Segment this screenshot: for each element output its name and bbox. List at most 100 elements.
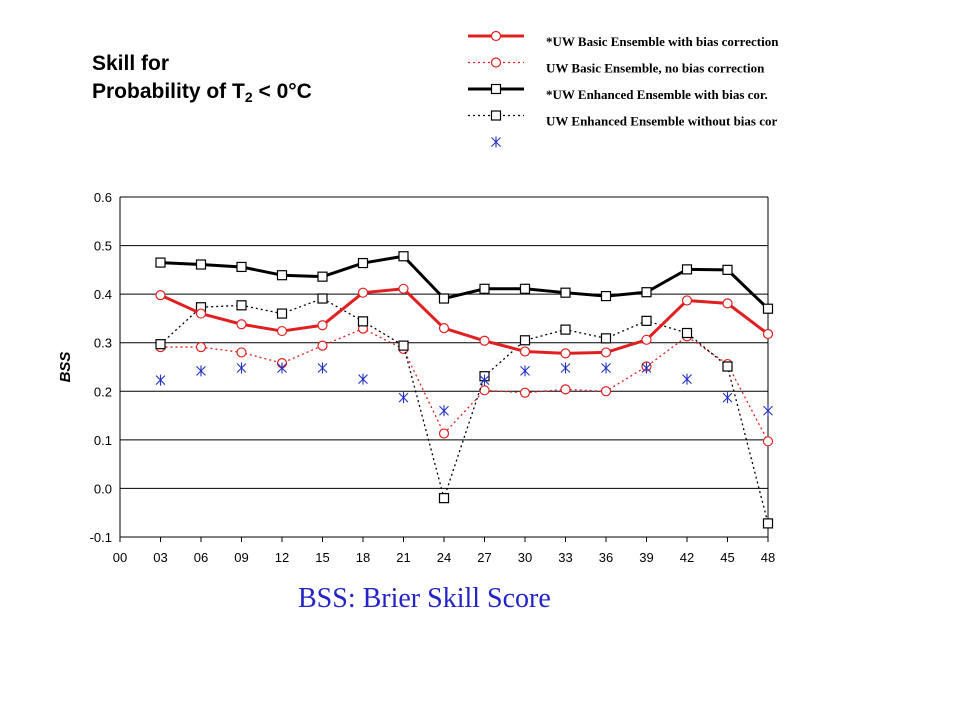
series-5-point: [236, 362, 247, 374]
y-tick-label: 0.2: [94, 384, 112, 399]
series-5-point: [560, 362, 571, 374]
series-1-point: [195, 308, 207, 319]
y-tick-label: 0.4: [94, 287, 112, 302]
legend-item: UW Enhanced Ensemble without bias cor: [468, 110, 777, 129]
series-1-point: [519, 346, 531, 357]
x-tick-label: 33: [558, 550, 572, 565]
series-4-point: [641, 315, 652, 326]
title-line-2-suffix: < 0°C: [252, 80, 312, 103]
series-3-point: [438, 293, 450, 304]
x-tick-label: 09: [234, 550, 248, 565]
series-2-point: [600, 386, 612, 397]
series-2-point: [560, 384, 571, 395]
series-3-point: [600, 290, 612, 302]
series-1-point: [155, 290, 166, 301]
series-1-point: [681, 295, 693, 306]
legend-marker: [490, 83, 502, 95]
series-3-point: [479, 283, 490, 294]
series-3-point: [155, 257, 166, 268]
series-4-point: [438, 493, 450, 504]
series-4-point: [276, 308, 288, 319]
legend-marker: [490, 110, 502, 121]
series-1-point: [276, 325, 288, 337]
series-1-point: [357, 287, 369, 298]
series-5-point: [601, 362, 611, 374]
series-3-point: [722, 264, 733, 275]
series-5-point: [641, 362, 652, 374]
series-1-point: [236, 319, 247, 330]
title-line-1: Skill for: [92, 52, 170, 75]
series-4-point: [600, 333, 612, 344]
legend-label: UW Enhanced Ensemble without bias cor: [546, 114, 777, 129]
series-4-line: [160, 297, 769, 524]
x-tick-label: 00: [113, 550, 127, 565]
series-2-point: [762, 436, 774, 447]
y-tick-label: 0.3: [94, 336, 112, 351]
legend-item: *UW Basic Ensemble with bias correction: [468, 30, 779, 49]
series-3-point: [398, 251, 409, 262]
title-line-2-prefix: Probability of T: [92, 80, 245, 103]
series-1-point: [762, 328, 774, 340]
series-5: [155, 362, 773, 417]
legend: *UW Basic Ensemble with bias correction U…: [468, 30, 779, 148]
series-2-point: [195, 341, 207, 353]
series-3-point: [641, 287, 652, 298]
x-tick-label: 24: [437, 550, 451, 565]
series-1-point: [722, 298, 733, 309]
series-5-point: [479, 374, 490, 386]
series-4-point: [357, 316, 369, 327]
series-2-point: [317, 340, 328, 351]
series-2-point: [519, 387, 531, 398]
x-tick-label: 48: [761, 550, 775, 565]
series-5-point: [439, 405, 449, 417]
series-4: [155, 293, 774, 529]
series-1-point: [438, 323, 450, 334]
series-3-line: [160, 254, 770, 310]
x-tick-label: 18: [356, 550, 370, 565]
series-2-point: [479, 385, 490, 396]
y-axis-label: BSS: [57, 352, 74, 383]
x-tick-label: 03: [153, 550, 167, 565]
series-4-point: [317, 293, 328, 304]
series-1-point: [600, 347, 612, 358]
series-4-point: [722, 361, 733, 372]
series-5-point: [196, 365, 206, 377]
x-tick-label: 30: [518, 550, 532, 565]
series-5-point: [155, 374, 166, 386]
series-5-point: [317, 362, 328, 374]
series-5-point: [358, 373, 368, 385]
series-5-point: [520, 365, 530, 377]
y-tick-label: 0.1: [94, 433, 112, 448]
y-tick-label: -0.1: [90, 530, 112, 545]
series-5-point: [277, 362, 287, 374]
series-3-point: [195, 259, 207, 270]
x-tick-label: 45: [720, 550, 734, 565]
series-4-point: [155, 339, 166, 350]
series-4-point: [681, 327, 693, 339]
series-4-point: [236, 300, 247, 311]
series-3-point: [317, 271, 328, 282]
legend-label: *UW Basic Ensemble with bias correction: [546, 34, 779, 49]
series-1-line: [159, 287, 769, 355]
series-4-point: [560, 324, 571, 335]
legend-label: *UW Enhanced Ensemble with bias cor.: [546, 87, 768, 102]
x-tick-label: 06: [194, 550, 208, 565]
series-4-point: [519, 335, 531, 346]
title-line-2: Probability of T2 < 0°C: [92, 78, 312, 111]
series-3-point: [762, 303, 774, 314]
legend-item: *UW Enhanced Ensemble with bias cor.: [468, 83, 768, 102]
series-3: [155, 251, 774, 314]
legend-item: UW Basic Ensemble, no bias correction: [468, 57, 765, 76]
series-1-point: [479, 335, 490, 346]
legend-item: [491, 136, 501, 148]
legend-marker: [491, 136, 501, 148]
x-tick-label: 36: [599, 550, 613, 565]
series-1-point: [317, 320, 328, 331]
x-tick-label: 39: [639, 550, 653, 565]
series-4-point: [762, 518, 774, 529]
caption: BSS: Brier Skill Score: [298, 583, 551, 614]
series-4-point: [398, 340, 409, 351]
legend-marker: [490, 30, 502, 42]
x-tick-label: 21: [396, 550, 410, 565]
series-3-point: [681, 264, 693, 275]
